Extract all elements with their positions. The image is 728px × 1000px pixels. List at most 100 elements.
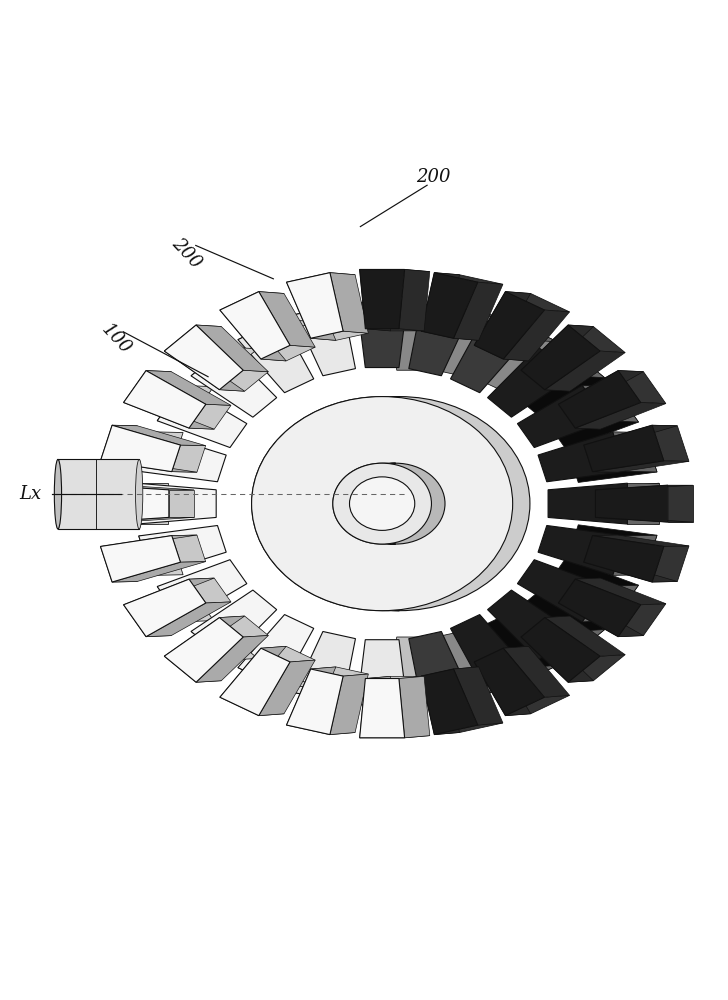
Polygon shape bbox=[295, 304, 355, 376]
Polygon shape bbox=[191, 590, 277, 660]
Polygon shape bbox=[421, 331, 479, 340]
Polygon shape bbox=[422, 690, 501, 703]
Polygon shape bbox=[360, 269, 390, 331]
Polygon shape bbox=[252, 397, 400, 611]
Polygon shape bbox=[440, 307, 501, 378]
Polygon shape bbox=[238, 319, 312, 342]
Polygon shape bbox=[545, 351, 625, 391]
Polygon shape bbox=[549, 558, 638, 621]
Text: Lx: Lx bbox=[20, 485, 41, 503]
Polygon shape bbox=[596, 517, 693, 522]
Polygon shape bbox=[575, 402, 666, 429]
Polygon shape bbox=[519, 349, 605, 419]
Text: 100: 100 bbox=[98, 320, 135, 358]
Polygon shape bbox=[139, 535, 183, 575]
Polygon shape bbox=[196, 635, 269, 682]
Polygon shape bbox=[454, 667, 503, 725]
Polygon shape bbox=[157, 560, 247, 622]
Polygon shape bbox=[357, 302, 407, 368]
Polygon shape bbox=[454, 282, 503, 340]
Polygon shape bbox=[191, 347, 258, 378]
Polygon shape bbox=[295, 304, 374, 317]
Polygon shape bbox=[333, 463, 396, 544]
Polygon shape bbox=[584, 425, 677, 446]
Polygon shape bbox=[311, 667, 368, 676]
Polygon shape bbox=[100, 461, 197, 472]
Polygon shape bbox=[360, 736, 430, 738]
Polygon shape bbox=[169, 490, 194, 517]
Polygon shape bbox=[196, 325, 269, 372]
Polygon shape bbox=[357, 302, 438, 305]
Polygon shape bbox=[137, 483, 168, 524]
Polygon shape bbox=[482, 612, 558, 686]
Polygon shape bbox=[582, 585, 638, 622]
Polygon shape bbox=[360, 676, 390, 738]
Polygon shape bbox=[518, 385, 607, 448]
Polygon shape bbox=[474, 646, 529, 662]
Polygon shape bbox=[435, 273, 503, 284]
Polygon shape bbox=[97, 485, 169, 522]
Polygon shape bbox=[124, 579, 206, 637]
Polygon shape bbox=[538, 432, 625, 482]
Polygon shape bbox=[112, 562, 205, 582]
Polygon shape bbox=[146, 602, 231, 637]
Ellipse shape bbox=[333, 463, 432, 544]
Polygon shape bbox=[652, 425, 689, 461]
Polygon shape bbox=[474, 660, 531, 716]
Ellipse shape bbox=[252, 397, 513, 611]
Polygon shape bbox=[518, 560, 607, 622]
Polygon shape bbox=[165, 325, 221, 353]
Polygon shape bbox=[521, 618, 600, 682]
Polygon shape bbox=[172, 535, 205, 562]
Polygon shape bbox=[100, 535, 197, 546]
Polygon shape bbox=[124, 578, 214, 605]
Polygon shape bbox=[569, 525, 657, 575]
Polygon shape bbox=[100, 546, 138, 582]
Polygon shape bbox=[409, 631, 470, 703]
Polygon shape bbox=[124, 604, 171, 637]
Polygon shape bbox=[219, 616, 269, 637]
Polygon shape bbox=[503, 310, 569, 361]
Polygon shape bbox=[139, 432, 183, 472]
Polygon shape bbox=[139, 432, 226, 482]
Polygon shape bbox=[568, 655, 625, 682]
Polygon shape bbox=[584, 425, 664, 472]
Ellipse shape bbox=[363, 477, 428, 530]
Polygon shape bbox=[558, 579, 641, 637]
Polygon shape bbox=[584, 445, 617, 472]
Polygon shape bbox=[421, 674, 459, 735]
Polygon shape bbox=[538, 525, 625, 575]
Polygon shape bbox=[613, 535, 657, 575]
Polygon shape bbox=[483, 665, 558, 688]
Polygon shape bbox=[287, 282, 336, 340]
Polygon shape bbox=[165, 325, 243, 390]
Polygon shape bbox=[261, 345, 315, 361]
Polygon shape bbox=[360, 679, 405, 738]
Polygon shape bbox=[451, 615, 526, 688]
Polygon shape bbox=[124, 371, 171, 404]
Polygon shape bbox=[360, 269, 430, 272]
Polygon shape bbox=[157, 585, 213, 622]
Polygon shape bbox=[593, 535, 689, 546]
Polygon shape bbox=[558, 578, 601, 603]
Polygon shape bbox=[219, 370, 269, 391]
Polygon shape bbox=[422, 304, 501, 317]
Polygon shape bbox=[112, 425, 205, 446]
Polygon shape bbox=[582, 385, 638, 422]
Polygon shape bbox=[474, 292, 545, 359]
Polygon shape bbox=[295, 690, 374, 703]
Polygon shape bbox=[545, 616, 625, 656]
Polygon shape bbox=[165, 351, 245, 391]
Polygon shape bbox=[191, 347, 277, 417]
Polygon shape bbox=[613, 432, 657, 472]
Polygon shape bbox=[137, 483, 216, 524]
Polygon shape bbox=[191, 630, 258, 660]
Polygon shape bbox=[558, 602, 644, 637]
Polygon shape bbox=[357, 640, 407, 705]
Polygon shape bbox=[295, 631, 355, 703]
Polygon shape bbox=[488, 590, 573, 660]
Polygon shape bbox=[220, 648, 290, 716]
Polygon shape bbox=[157, 385, 213, 422]
Polygon shape bbox=[474, 345, 529, 361]
Polygon shape bbox=[596, 485, 693, 490]
